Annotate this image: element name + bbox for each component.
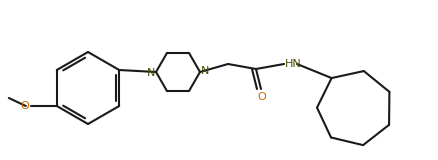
Text: HN: HN [285,59,302,69]
Text: O: O [20,101,29,111]
Text: N: N [201,66,209,76]
Text: N: N [147,68,155,78]
Text: O: O [258,92,266,102]
